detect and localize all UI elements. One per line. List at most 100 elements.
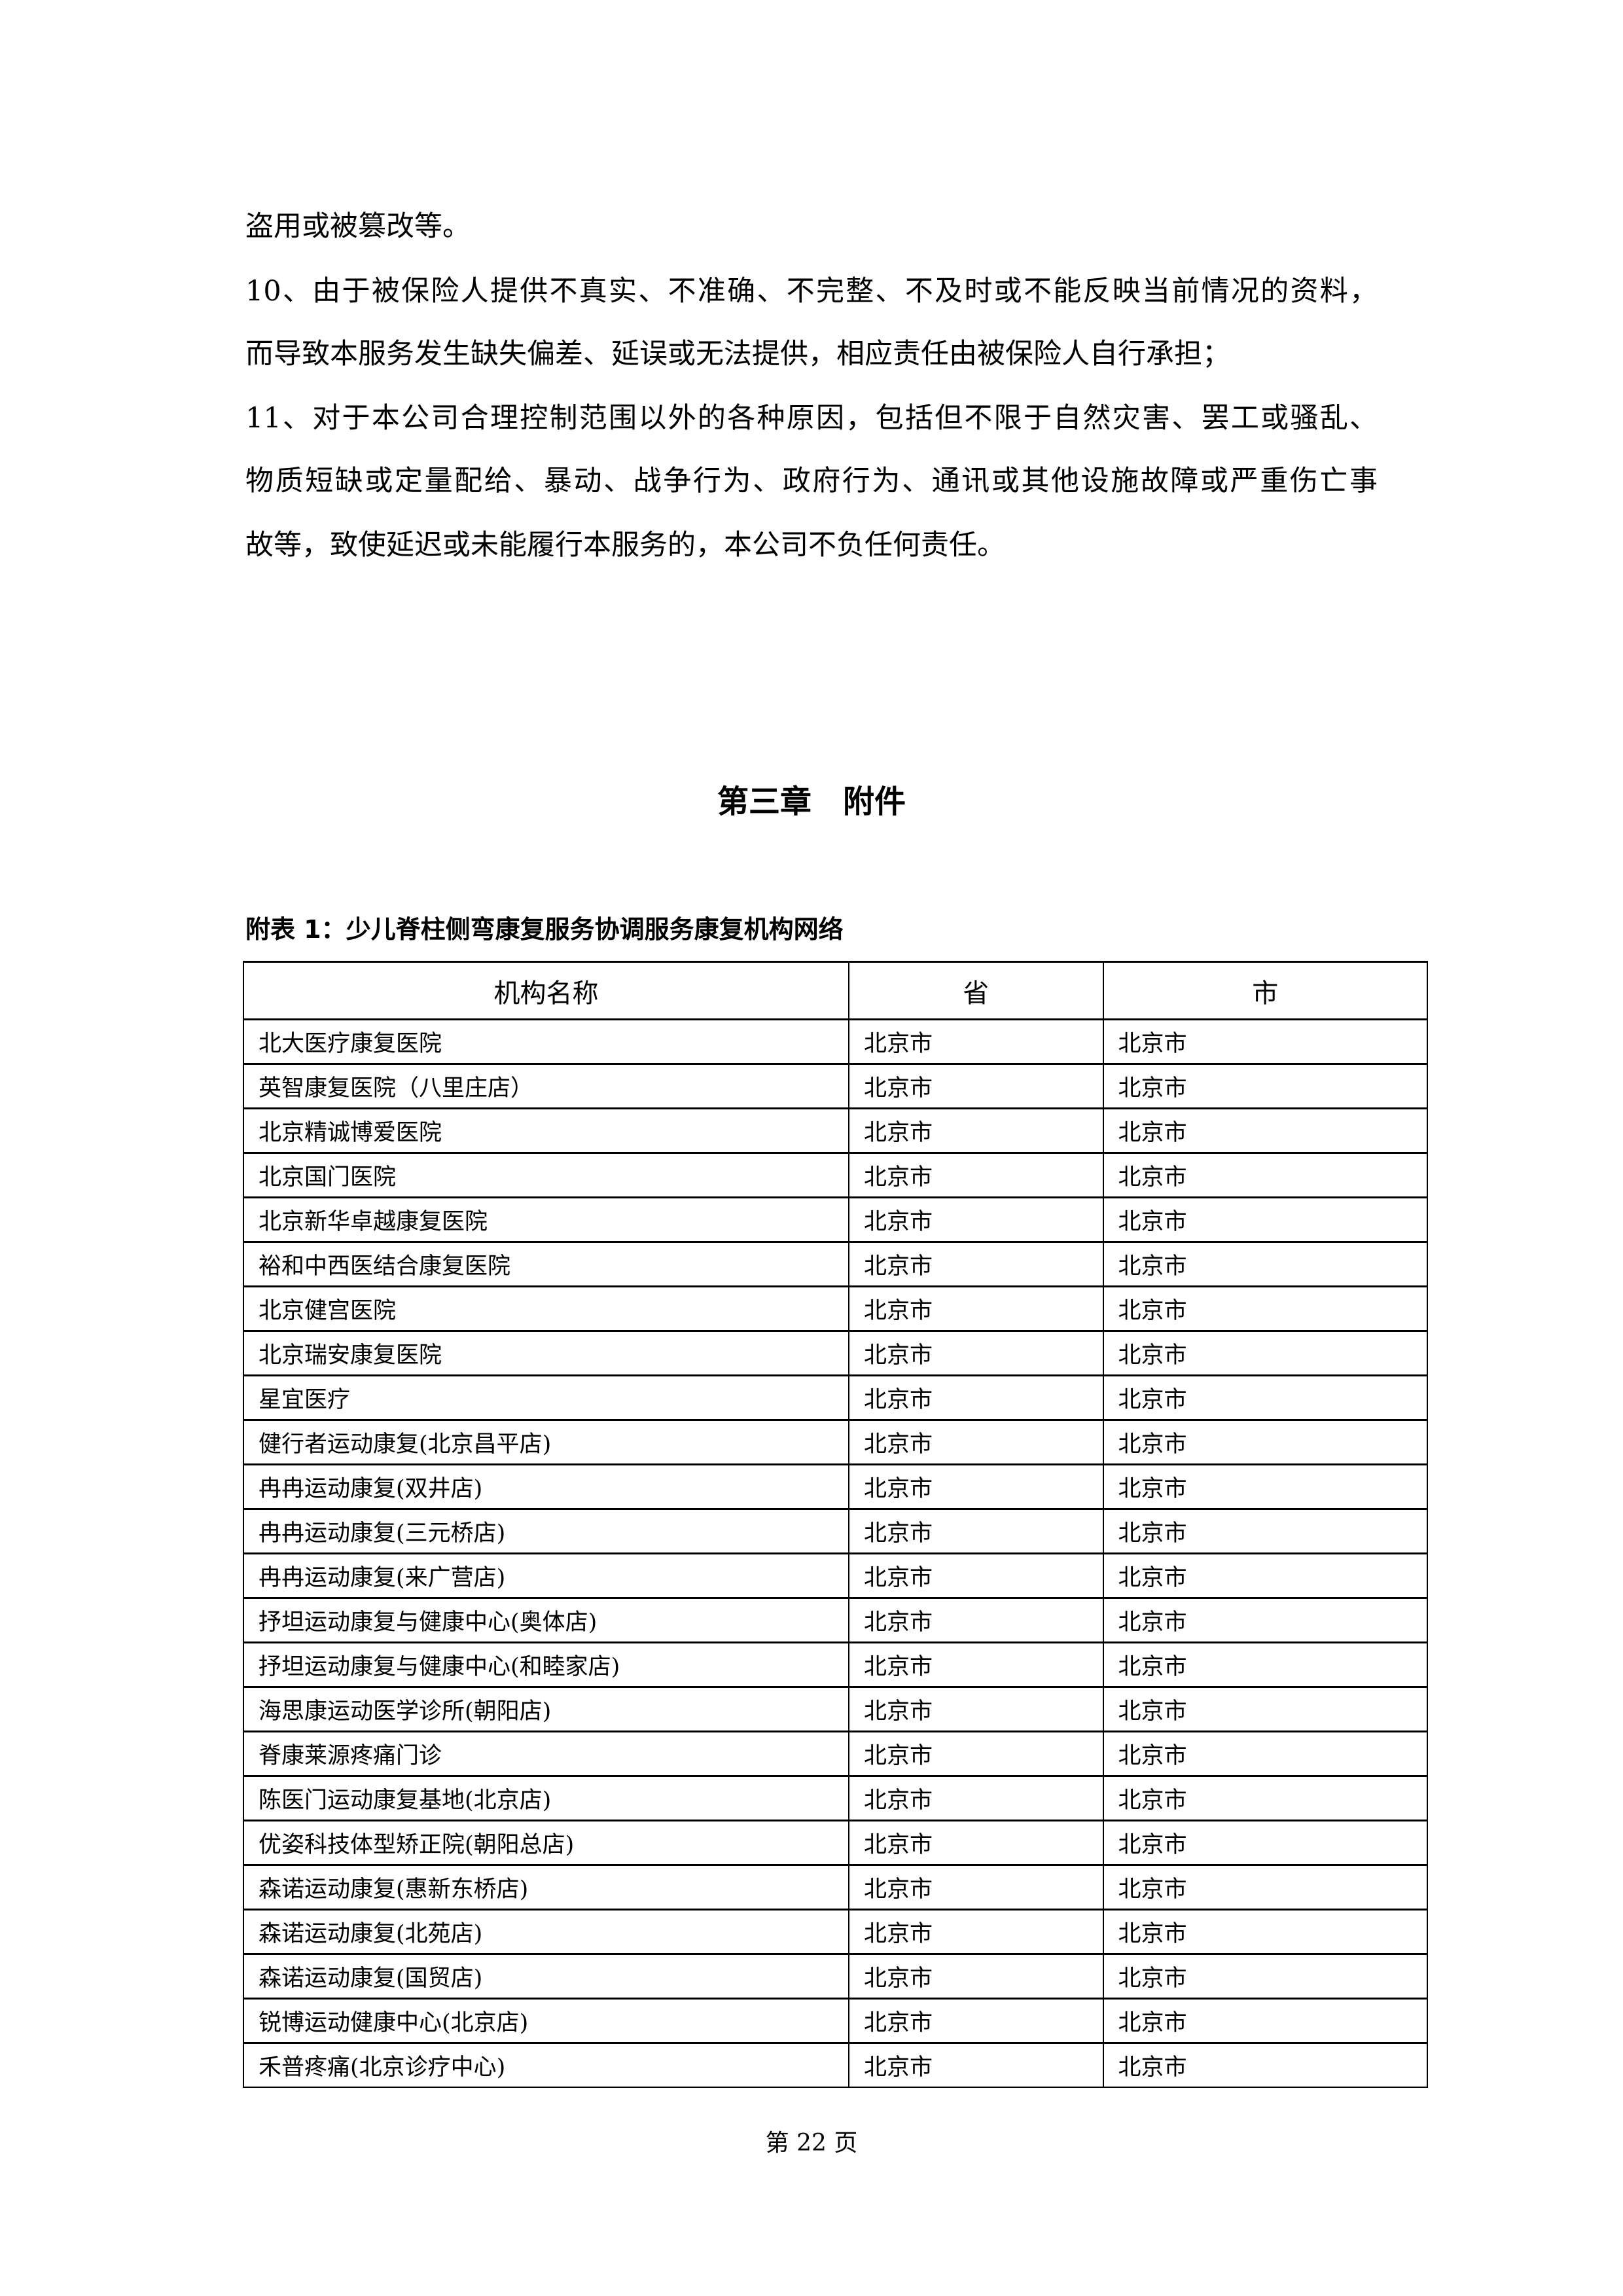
table-row: 冉冉运动康复(三元桥店) 北京市 北京市 [243,1508,1429,1554]
table-row: 北京瑞安康复医院 北京市 北京市 [243,1330,1429,1376]
institution-table: 机构名称 省 市 北大医疗康复医院 北京市 北京市 英智康复医院（八里庄店） 北京市 北京… [243,961,1429,2088]
cell-institution-name: 禾普疼痛(北京诊疗中心) [243,2042,849,2088]
cell-city: 北京市 [1102,1641,1429,1688]
cell-institution-name: 冉冉运动康复(三元桥店) [243,1508,849,1554]
chapter-heading: 第三章 附件 [717,783,906,820]
cell-institution-name: 抒坦运动康复与健康中心(奥体店) [243,1597,849,1643]
cell-institution-name: 冉冉运动康复(来广营店) [243,1552,849,1599]
cell-city: 北京市 [1102,1508,1429,1554]
cell-institution-name: 健行者运动康复(北京昌平店) [243,1419,849,1465]
cell-city: 北京市 [1102,1241,1429,1287]
table-row: 北京新华卓越康复医院 北京市 北京市 [243,1196,1429,1243]
cell-city: 北京市 [1102,1953,1429,2000]
cell-institution-name: 森诺运动康复(国贸店) [243,1953,849,2000]
cell-province: 北京市 [847,1419,1104,1465]
cell-city: 北京市 [1102,1775,1429,1821]
table-row: 北京国门医院 北京市 北京市 [243,1152,1429,1198]
cell-institution-name: 北京精诚博爱医院 [243,1107,849,1154]
cell-city: 北京市 [1102,1820,1429,1866]
table-row: 森诺运动康复(国贸店) 北京市 北京市 [243,1953,1429,2000]
cell-province: 北京市 [847,1731,1104,1777]
table-row: 陈医门运动康复基地(北京店) 北京市 北京市 [243,1775,1429,1821]
cell-province: 北京市 [847,1196,1104,1243]
cell-city: 北京市 [1102,1063,1429,1109]
cell-province: 北京市 [847,1018,1104,1065]
cell-province: 北京市 [847,1463,1104,1510]
table-row: 英智康复医院（八里庄店） 北京市 北京市 [243,1063,1429,1109]
table-row: 北大医疗康复医院 北京市 北京市 [243,1018,1429,1065]
table-row: 森诺运动康复(北苑店) 北京市 北京市 [243,1909,1429,1955]
body-text-line: 11、对于本公司合理控制范围以外的各种原因，包括但不限于自然灾害、罢工或骚乱、 [245,402,1378,435]
table-row: 健行者运动康复(北京昌平店) 北京市 北京市 [243,1419,1429,1465]
cell-province: 北京市 [847,1241,1104,1287]
cell-province: 北京市 [847,2042,1104,2088]
cell-city: 北京市 [1102,1864,1429,1910]
table-row: 星宜医疗 北京市 北京市 [243,1374,1429,1421]
cell-province: 北京市 [847,1508,1104,1554]
page-number: 第 22 页 [765,2130,858,2157]
cell-institution-name: 脊康莱源疼痛门诊 [243,1731,849,1777]
cell-institution-name: 北大医疗康复医院 [243,1018,849,1065]
cell-province: 北京市 [847,1953,1104,2000]
cell-province: 北京市 [847,1909,1104,1955]
table-row: 海思康运动医学诊所(朝阳店) 北京市 北京市 [243,1686,1429,1732]
cell-city: 北京市 [1102,2042,1429,2088]
cell-province: 北京市 [847,1063,1104,1109]
cell-city: 北京市 [1102,1196,1429,1243]
cell-province: 北京市 [847,1330,1104,1376]
table-row: 北京健宫医院 北京市 北京市 [243,1285,1429,1332]
body-text-line: 10、由于被保险人提供不真实、不准确、不完整、不及时或不能反映当前情况的资料， [245,275,1378,308]
cell-city: 北京市 [1102,1552,1429,1599]
cell-institution-name: 英智康复医院（八里庄店） [243,1063,849,1109]
table-caption: 附表 1：少儿脊柱侧弯康复服务协调服务康复机构网络 [245,915,844,944]
table-header-row: 机构名称 省 市 [243,961,1429,1020]
cell-province: 北京市 [847,1374,1104,1421]
cell-institution-name: 抒坦运动康复与健康中心(和睦家店) [243,1641,849,1688]
cell-institution-name: 北京瑞安康复医院 [243,1330,849,1376]
table-row: 抒坦运动康复与健康中心(奥体店) 北京市 北京市 [243,1597,1429,1643]
cell-institution-name: 锐博运动健康中心(北京店) [243,1998,849,2044]
table-row: 禾普疼痛(北京诊疗中心) 北京市 北京市 [243,2042,1429,2088]
cell-city: 北京市 [1102,1330,1429,1376]
table-row: 脊康莱源疼痛门诊 北京市 北京市 [243,1731,1429,1777]
cell-province: 北京市 [847,1641,1104,1688]
table-row: 抒坦运动康复与健康中心(和睦家店) 北京市 北京市 [243,1641,1429,1688]
cell-institution-name: 陈医门运动康复基地(北京店) [243,1775,849,1821]
cell-institution-name: 海思康运动医学诊所(朝阳店) [243,1686,849,1732]
cell-city: 北京市 [1102,1998,1429,2044]
cell-institution-name: 森诺运动康复(北苑店) [243,1909,849,1955]
cell-city: 北京市 [1102,1731,1429,1777]
cell-province: 北京市 [847,1285,1104,1332]
table-row: 优姿科技体型矫正院(朝阳总店) 北京市 北京市 [243,1820,1429,1866]
cell-institution-name: 森诺运动康复(惠新东桥店) [243,1864,849,1910]
table-row: 冉冉运动康复(来广营店) 北京市 北京市 [243,1552,1429,1599]
cell-city: 北京市 [1102,1909,1429,1955]
cell-city: 北京市 [1102,1152,1429,1198]
cell-province: 北京市 [847,1864,1104,1910]
cell-province: 北京市 [847,1107,1104,1154]
cell-institution-name: 裕和中西医结合康复医院 [243,1241,849,1287]
header-province: 省 [847,961,1104,1020]
body-text-line: 故等，致使延迟或未能履行本服务的，本公司不负任何责任。 [245,529,1005,562]
cell-institution-name: 北京新华卓越康复医院 [243,1196,849,1243]
cell-province: 北京市 [847,1152,1104,1198]
cell-institution-name: 冉冉运动康复(双井店) [243,1463,849,1510]
cell-province: 北京市 [847,1775,1104,1821]
cell-city: 北京市 [1102,1285,1429,1332]
header-city: 市 [1102,961,1429,1020]
cell-city: 北京市 [1102,1107,1429,1154]
cell-province: 北京市 [847,1597,1104,1643]
body-text-line: 盗用或被篡改等。 [245,210,471,243]
cell-province: 北京市 [847,1686,1104,1732]
cell-city: 北京市 [1102,1463,1429,1510]
cell-province: 北京市 [847,1998,1104,2044]
table-row: 北京精诚博爱医院 北京市 北京市 [243,1107,1429,1154]
cell-city: 北京市 [1102,1597,1429,1643]
cell-city: 北京市 [1102,1018,1429,1065]
cell-city: 北京市 [1102,1419,1429,1465]
table-row: 森诺运动康复(惠新东桥店) 北京市 北京市 [243,1864,1429,1910]
cell-institution-name: 北京国门医院 [243,1152,849,1198]
cell-province: 北京市 [847,1820,1104,1866]
body-text-line: 物质短缺或定量配给、暴动、战争行为、政府行为、通讯或其他设施故障或严重伤亡事 [245,465,1378,497]
table-row: 裕和中西医结合康复医院 北京市 北京市 [243,1241,1429,1287]
